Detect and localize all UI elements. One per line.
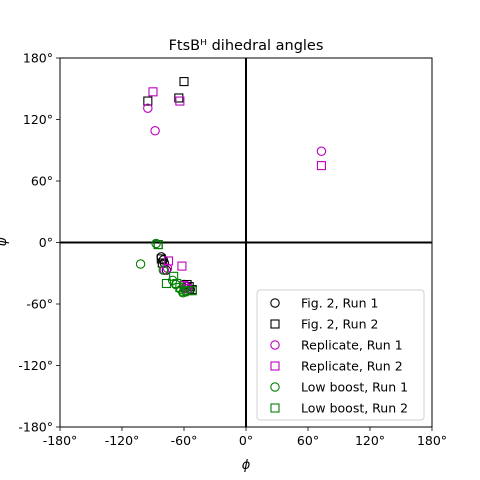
data-point	[143, 103, 153, 113]
x-tick-label: 0°	[239, 433, 253, 448]
data-point	[161, 278, 171, 289]
legend: Fig. 2, Run 1 Fig. 2, Run 2 Replicate, Run…	[256, 289, 425, 421]
legend-label: Fig. 2, Run 2	[301, 317, 378, 332]
x-tick-label: 120°	[355, 433, 385, 448]
data-point	[148, 87, 158, 97]
x-tick-label: -60°	[171, 433, 198, 448]
data-point	[179, 77, 189, 87]
y-tick-label: 60°	[31, 174, 53, 189]
legend-marker	[270, 298, 280, 308]
chart-title: FtsBᴴ dihedral angles	[169, 38, 324, 54]
x-tick-label: 60°	[297, 433, 319, 448]
x-tick-label: 180°	[417, 433, 447, 448]
y-tick-label: 120°	[23, 112, 53, 127]
data-point	[158, 265, 169, 275]
y-tick-label: -180°	[18, 420, 53, 435]
data-point	[150, 126, 160, 136]
data-point	[169, 271, 179, 281]
data-point	[143, 96, 153, 106]
legend-marker	[270, 361, 280, 371]
data-point	[316, 161, 326, 171]
data-point	[175, 96, 185, 106]
data-point	[151, 238, 161, 249]
x-tick-label: -180°	[43, 433, 78, 448]
data-point	[187, 286, 197, 296]
data-point	[153, 240, 163, 250]
y-tick-label: 180°	[23, 51, 53, 66]
legend-marker	[270, 403, 280, 413]
data-point	[157, 258, 167, 268]
data-point	[135, 259, 146, 269]
y-axis-label: ψ	[0, 237, 10, 246]
x-axis-label: ϕ	[242, 458, 251, 473]
x-tick-label: -120°	[105, 433, 140, 448]
plot-area: -180° -120° -60° 0° 60° 120° 180° -180° -120° -60…	[18, 51, 447, 449]
data-point	[316, 146, 327, 157]
legend-marker	[270, 382, 280, 392]
legend-label: Low boost, Run 2	[301, 401, 408, 416]
y-tick-label: -120°	[18, 358, 53, 373]
legend-marker	[270, 319, 280, 329]
y-tick-label: 0°	[39, 235, 53, 250]
data-point	[177, 261, 187, 271]
legend-label: Low boost, Run 1	[301, 380, 408, 395]
data-point	[163, 256, 174, 266]
y-tick-label: -60°	[26, 297, 53, 312]
legend-label: Replicate, Run 1	[301, 338, 403, 353]
series-6	[153, 240, 197, 297]
legend-label: Replicate, Run 2	[301, 359, 403, 374]
legend-marker	[270, 340, 280, 350]
legend-box	[256, 289, 425, 421]
data-point	[174, 93, 184, 103]
legend-label: Fig. 2, Run 1	[301, 296, 378, 311]
